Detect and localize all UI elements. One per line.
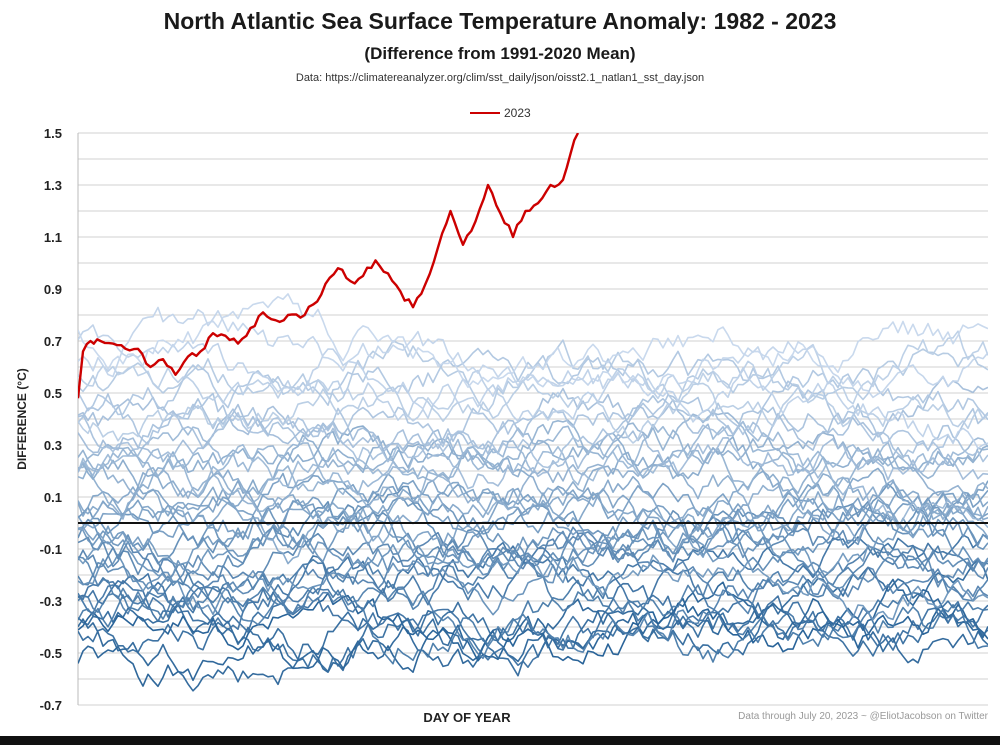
series-line-2023 bbox=[78, 133, 580, 399]
series-line-historical-year bbox=[78, 324, 988, 450]
y-tick-label: 0.9 bbox=[44, 282, 62, 297]
y-tick-label: -0.3 bbox=[40, 594, 62, 609]
chart-subtitle: (Difference from 1991-2020 Mean) bbox=[364, 44, 636, 63]
y-tick-label: 0.5 bbox=[44, 386, 62, 401]
series-line-historical-year bbox=[78, 306, 988, 399]
legend: 2023 bbox=[470, 104, 531, 122]
y-tick-label: -0.1 bbox=[40, 542, 62, 557]
y-tick-label: -0.7 bbox=[40, 698, 62, 713]
series-line-historical-year bbox=[78, 330, 988, 422]
y-tick-label: 0.3 bbox=[44, 438, 62, 453]
series-line-historical-year bbox=[78, 380, 988, 451]
bottom-bar bbox=[0, 736, 1000, 745]
series-line-historical-year bbox=[78, 558, 988, 677]
y-axis-title: DIFFERENCE (°C) bbox=[15, 368, 29, 469]
series-line-historical-year bbox=[78, 485, 988, 558]
series-line-historical-year bbox=[78, 573, 988, 668]
x-axis-title: DAY OF YEAR bbox=[423, 710, 511, 725]
y-tick-label: 0.7 bbox=[44, 334, 62, 349]
legend-swatch-2023 bbox=[470, 112, 500, 114]
footer-credit: Data through July 20, 2023 ~ @EliotJacob… bbox=[738, 711, 988, 722]
series-line-historical-year bbox=[78, 506, 988, 616]
series-line-historical-year bbox=[78, 425, 988, 520]
series-line-historical-year bbox=[78, 485, 988, 584]
series-line-historical-year bbox=[78, 479, 988, 542]
series-line-historical-year bbox=[78, 601, 988, 673]
series-line-historical-year bbox=[78, 499, 988, 597]
historical-series bbox=[78, 293, 988, 692]
series-line-historical-year bbox=[78, 472, 988, 539]
series-line-historical-year bbox=[78, 501, 988, 592]
series-line-historical-year bbox=[78, 547, 988, 649]
series-line-historical-year bbox=[78, 420, 988, 488]
y-tick-label: 1.1 bbox=[44, 230, 62, 245]
y-tick-label: 1.3 bbox=[44, 178, 62, 193]
y-tick-label: 1.5 bbox=[44, 126, 62, 141]
legend-label-2023: 2023 bbox=[504, 106, 531, 120]
series-line-historical-year bbox=[78, 379, 988, 444]
series-line-historical-year bbox=[78, 412, 988, 529]
series-line-historical-year bbox=[78, 339, 988, 412]
series-line-historical-year bbox=[78, 395, 988, 469]
series-line-historical-year bbox=[78, 598, 988, 692]
series-line-historical-year bbox=[78, 419, 988, 508]
series-line-historical-year bbox=[78, 467, 988, 565]
y-tick-label: -0.5 bbox=[40, 646, 62, 661]
y-tick-labels: 1.5 1.3 1.1 0.9 0.7 0.5 0.3 0.1 -0.1 -0.3 -0.5 -0.7 bbox=[40, 126, 62, 713]
chart-title: North Atlantic Sea Surface Temperature A… bbox=[163, 8, 837, 34]
series-line-historical-year bbox=[78, 293, 988, 389]
data-source: Data: https://climatereanalyzer.org/clim… bbox=[295, 72, 705, 84]
y-tick-label: 0.1 bbox=[44, 490, 62, 505]
series-2023 bbox=[78, 133, 580, 399]
